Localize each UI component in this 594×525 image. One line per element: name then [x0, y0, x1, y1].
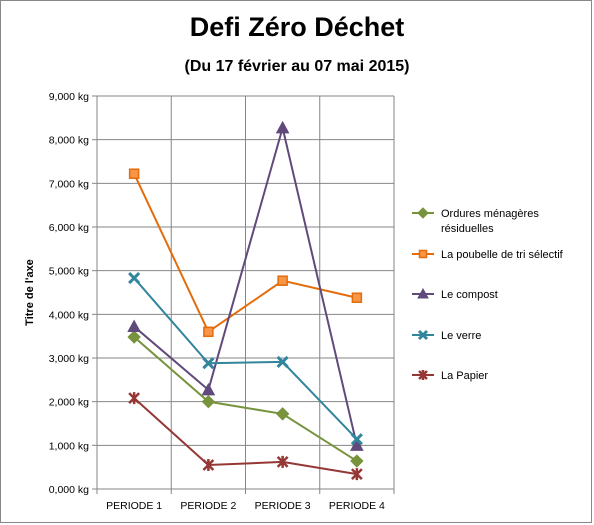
data-point-1	[277, 275, 288, 286]
x-tick-label: PERIODE 4	[329, 500, 385, 512]
data-point-4	[276, 455, 289, 468]
legend-label: Le verre	[441, 330, 481, 342]
y-tick-label: 9,000 kg	[49, 91, 89, 103]
data-point-4	[128, 392, 141, 405]
series-line-4	[133, 397, 358, 476]
data-point-0	[350, 454, 364, 468]
x-tick-label: PERIODE 3	[255, 500, 311, 512]
y-tick-label: 6,000 kg	[49, 222, 89, 234]
legend-label: La poubelle de tri sélectif	[441, 249, 564, 261]
data-point-3	[350, 433, 363, 446]
data-point-3	[202, 357, 215, 370]
chart-subtitle: (Du 17 février au 07 mai 2015)	[184, 58, 410, 75]
series-line-3	[133, 277, 358, 440]
data-point-2	[201, 382, 216, 396]
data-point-0	[275, 407, 290, 421]
y-tick-label: 8,000 kg	[49, 135, 89, 147]
legend-marker-1	[418, 249, 428, 259]
legend-label: Ordures ménagères	[441, 208, 539, 220]
series-line-2	[133, 123, 358, 446]
legend-marker-3	[417, 329, 429, 341]
data-point-4	[202, 458, 215, 471]
data-point-3	[128, 272, 141, 285]
legend-marker-4	[418, 370, 428, 380]
y-axis-label: Titre de l'axe	[24, 259, 36, 326]
x-tick-label: PERIODE 1	[106, 500, 162, 512]
data-point-2	[275, 120, 290, 134]
y-tick-label: 3,000 kg	[49, 353, 89, 365]
y-tick-label: 2,000 kg	[49, 397, 89, 409]
data-point-3	[276, 355, 289, 368]
data-point-2	[350, 438, 364, 451]
data-point-1	[351, 292, 363, 303]
chart-title: Defi Zéro Déchet	[189, 12, 405, 42]
y-tick-label: 7,000 kg	[49, 178, 89, 190]
data-point-0	[127, 330, 141, 344]
y-tick-label: 5,000 kg	[49, 266, 89, 278]
y-tick-label: 0,000 kg	[49, 484, 89, 496]
legend-marker-2	[417, 287, 429, 299]
y-tick-label: 4,000 kg	[49, 309, 89, 321]
legend-label: résiduelles	[441, 223, 494, 235]
legend-marker-0	[417, 207, 429, 219]
legend-label: Le compost	[441, 289, 498, 301]
data-point-0	[201, 394, 216, 409]
series-line-0	[133, 336, 358, 462]
legend-label: La Papier	[441, 370, 488, 382]
data-point-1	[203, 326, 214, 338]
y-tick-label: 1,000 kg	[49, 440, 89, 452]
data-point-1	[128, 168, 140, 179]
data-point-2	[127, 319, 141, 333]
data-point-4	[350, 468, 363, 481]
x-tick-label: PERIODE 2	[180, 500, 236, 512]
